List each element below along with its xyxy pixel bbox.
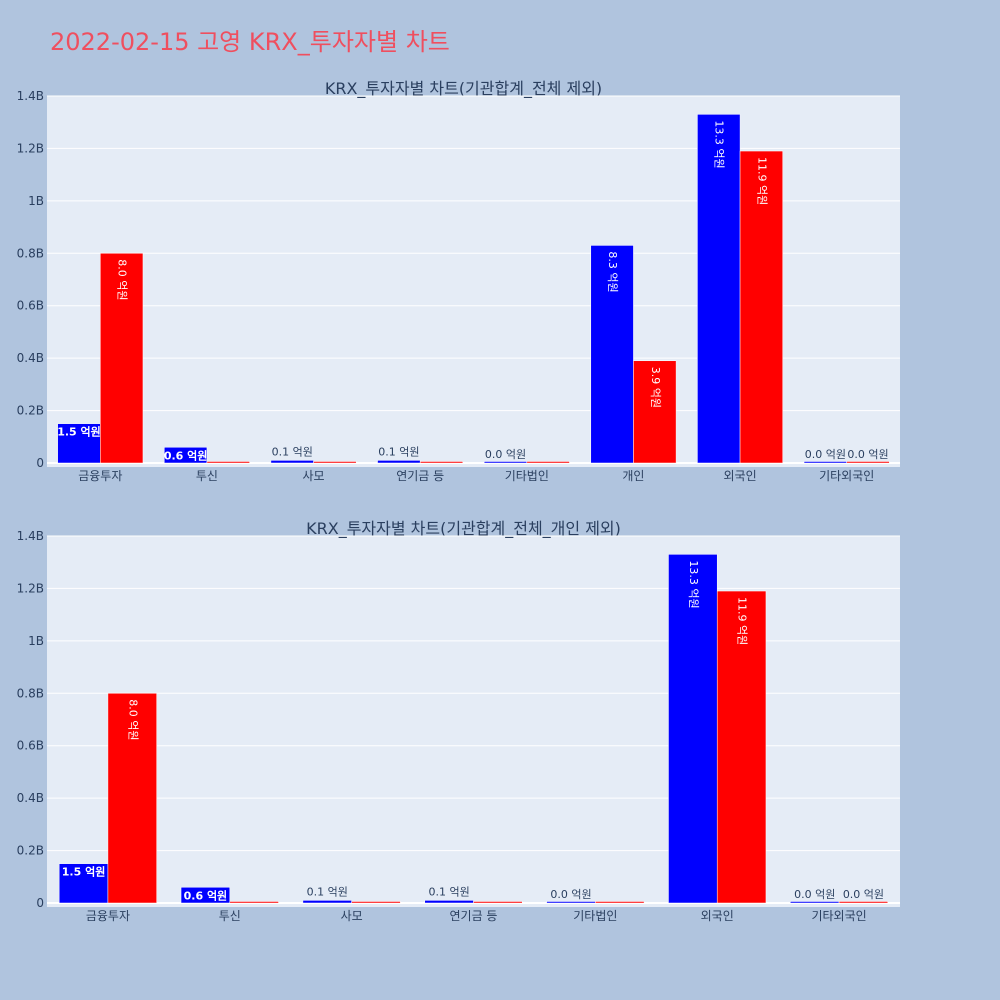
y-tick-label: 0: [36, 896, 44, 910]
data-label: 13.3 억원: [713, 120, 726, 168]
bar: [526, 461, 570, 464]
y-tick-label: 0.4B: [17, 351, 44, 365]
bar: [633, 360, 677, 464]
x-tick-label: 사모: [341, 909, 363, 923]
data-label: 0.0 억원: [550, 888, 591, 901]
data-label: 13.3 억원: [687, 560, 700, 608]
bar: [697, 114, 741, 464]
data-label: 8.0 억원: [126, 699, 139, 740]
y-tick-label: 0.8B: [17, 686, 44, 700]
bar: [206, 461, 250, 464]
bar: [483, 461, 528, 464]
data-label: 1.5 억원: [62, 865, 106, 879]
x-tick-label: 사모: [303, 469, 325, 483]
data-label: 0.1 억원: [378, 445, 419, 458]
data-label: 0.0 억원: [805, 448, 846, 461]
bar: [313, 461, 357, 464]
bar: [716, 590, 767, 904]
data-label: 11.9 억원: [736, 597, 749, 645]
x-tick-label: 연기금 등: [450, 909, 498, 923]
bar: [473, 901, 523, 904]
data-label: 0.0 억원: [843, 888, 884, 901]
y-tick-label: 0.6B: [17, 739, 44, 753]
y-tick-label: 0.6B: [17, 299, 44, 313]
x-tick-label: 투신: [219, 909, 241, 923]
y-tick-label: 0.4B: [17, 791, 44, 805]
chart-title: KRX_투자자별 차트(기관합계_전체 제외): [325, 79, 602, 99]
y-tick-label: 1B: [28, 194, 44, 208]
bar: [424, 900, 474, 904]
bar: [107, 693, 157, 904]
bar: [419, 461, 464, 464]
bar: [229, 901, 279, 904]
x-tick-label: 금융투자: [78, 469, 122, 483]
bar: [57, 423, 101, 464]
chart-1: KRX_투자자별 차트(기관합계_전체 제외) 0 0.2B 0.4B 0.6B 0.8B…: [17, 79, 900, 483]
x-tick-label: 기타법인: [573, 909, 617, 923]
x-tick-label: 기타외국인: [819, 469, 874, 483]
data-label: 8.3 억원: [606, 251, 619, 292]
bar: [803, 461, 847, 464]
bar: [100, 253, 144, 464]
data-label: 0.1 억원: [429, 885, 470, 898]
bar: [846, 461, 890, 464]
bar: [58, 863, 109, 904]
bar: [270, 460, 314, 464]
page-title: 2022-02-15 고영 KRX_투자자별 차트: [50, 28, 450, 56]
y-tick-label: 1.2B: [17, 141, 44, 155]
bar: [668, 554, 718, 904]
y-tick-label: 1.4B: [17, 89, 44, 103]
y-tick-label: 1B: [28, 634, 44, 648]
data-label: 8.0 억원: [116, 259, 129, 300]
bar: [595, 901, 645, 904]
chart-title: KRX_투자자별 차트(기관합계_전체_개인 제외): [306, 519, 621, 539]
data-label: 0.1 억원: [307, 885, 348, 898]
bar: [302, 900, 352, 904]
bar: [351, 901, 401, 904]
x-tick-label: 외국인: [724, 469, 757, 483]
bar: [164, 447, 208, 464]
y-tick-label: 0.2B: [17, 844, 44, 858]
y-tick-label: 1.2B: [17, 581, 44, 595]
chart-2: KRX_투자자별 차트(기관합계_전체_개인 제외) 0 0.2B 0.4B 0.6B 0…: [17, 519, 900, 923]
bar: [546, 901, 596, 904]
data-label: 0.0 억원: [794, 888, 835, 901]
x-tick-label: 투신: [196, 469, 218, 483]
x-tick-label: 금융투자: [86, 909, 130, 923]
x-tick-label: 개인: [622, 469, 644, 483]
x-tick-label: 외국인: [701, 909, 734, 923]
x-tick-label: 기타법인: [505, 469, 549, 483]
y-tick-label: 0: [36, 456, 44, 470]
data-label: 0.6 억원: [164, 448, 208, 462]
data-label: 11.9 억원: [755, 157, 768, 205]
data-label: 3.9 억원: [649, 367, 662, 408]
y-tick-label: 0.8B: [17, 246, 44, 260]
x-tick-label: 기타외국인: [811, 909, 866, 923]
data-label: 0.1 억원: [272, 445, 313, 458]
bar: [790, 901, 840, 904]
y-tick-label: 0.2B: [17, 404, 44, 418]
bar: [739, 150, 783, 464]
data-label: 1.5 억원: [57, 425, 101, 439]
plot-area: [47, 536, 900, 907]
bar: [838, 901, 889, 904]
y-tick-label: 1.4B: [17, 529, 44, 543]
data-label: 0.6 억원: [184, 888, 228, 902]
bar: [590, 245, 634, 464]
data-label: 0.0 억원: [847, 448, 888, 461]
data-label: 0.0 억원: [485, 448, 526, 461]
bar: [377, 460, 421, 464]
x-tick-label: 연기금 등: [396, 469, 444, 483]
bar: [180, 887, 231, 904]
